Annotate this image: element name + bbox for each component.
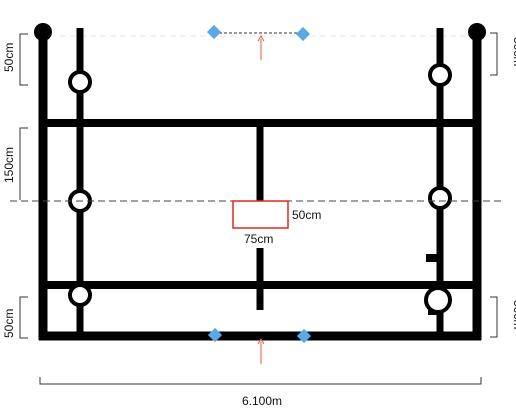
dim-label-bottom-left: 50cm (2, 309, 16, 338)
overall-width-bracket (39, 377, 482, 385)
diamond-marker-top-left (206, 24, 222, 40)
diamond-marker-bottom-left (207, 327, 223, 343)
dim-bracket-mid-left (19, 127, 28, 200)
dim-label-bottom-right: 50cm (511, 300, 516, 329)
right-dimensions (490, 32, 498, 338)
ring-left-bottom (68, 283, 92, 307)
bottom-arrow-head (257, 338, 265, 345)
frame (38, 28, 482, 341)
left-dimensions (19, 33, 28, 339)
top-arrow-head (257, 35, 265, 42)
ring-right-top (428, 63, 452, 87)
ring-left-top (68, 70, 92, 94)
right-nub-upper (426, 254, 438, 262)
center-box (232, 200, 289, 229)
corner-cap-right (468, 23, 486, 41)
box-width-label: 75cm (244, 232, 273, 246)
dim-label-mid-left: 150cm (2, 147, 16, 183)
dim-bracket-bottom-right (490, 296, 498, 338)
box-height-label: 50cm (292, 208, 321, 222)
dim-bracket-top-left (19, 33, 28, 86)
bottom-markers (207, 327, 312, 364)
overall-width-label: 6.100m (242, 394, 282, 408)
dim-bracket-top-right (490, 32, 498, 76)
top-markers (206, 24, 311, 60)
corner-cap-left (34, 23, 52, 41)
ring-right-bottom (424, 286, 452, 314)
dim-label-top-right: 50cm (511, 37, 516, 66)
diamond-marker-top-right (295, 26, 311, 42)
dim-bracket-bottom-left (19, 296, 28, 339)
dim-label-top-left: 50cm (2, 43, 16, 72)
ring-right-mid (428, 186, 452, 210)
diamond-marker-bottom-right (296, 328, 312, 344)
rail-rings (68, 63, 452, 314)
